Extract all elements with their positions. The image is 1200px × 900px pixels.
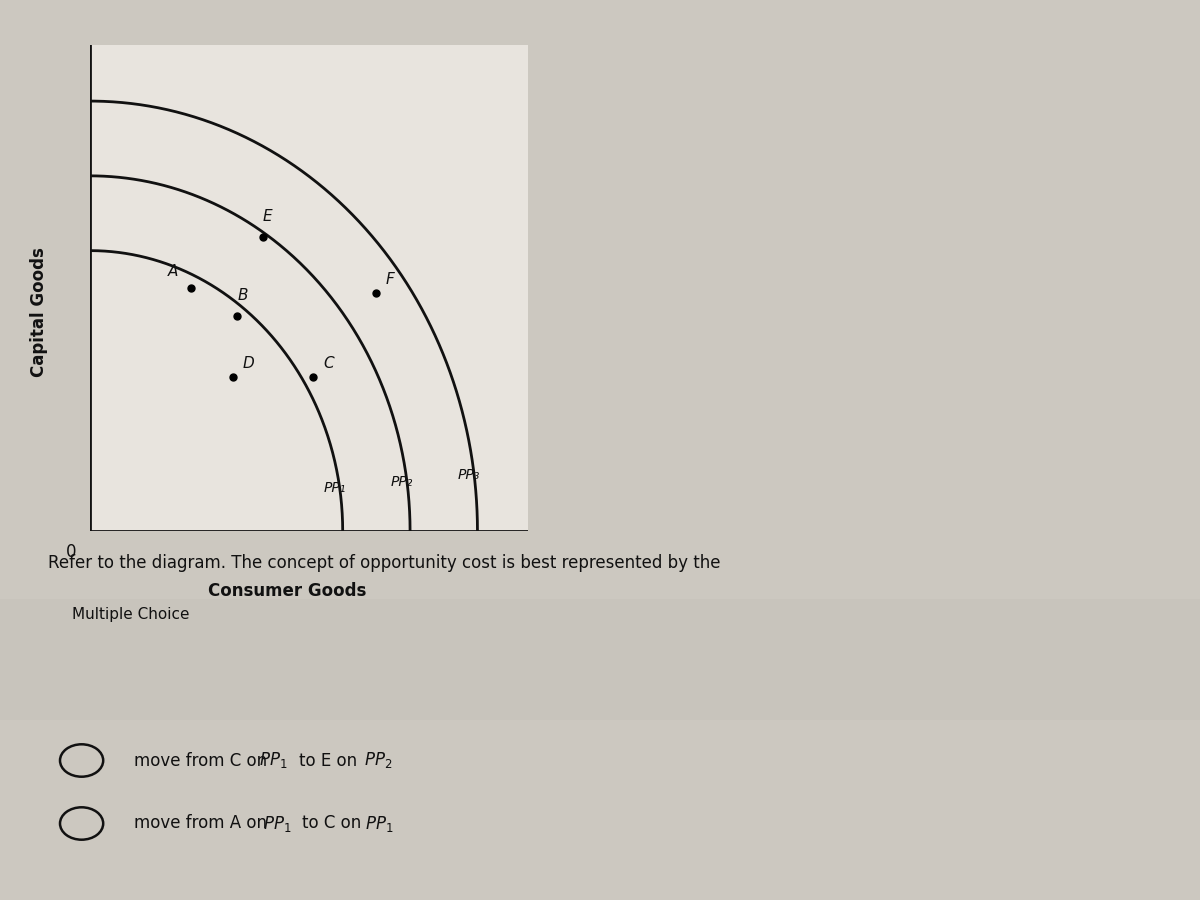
- Text: Consumer Goods: Consumer Goods: [208, 582, 366, 600]
- Text: E: E: [263, 209, 272, 223]
- Text: PP₂: PP₂: [391, 475, 413, 489]
- Text: to C on: to C on: [302, 814, 367, 832]
- Text: F: F: [385, 272, 395, 287]
- Text: Refer to the diagram. The concept of opportunity cost is best represented by the: Refer to the diagram. The concept of opp…: [48, 554, 720, 572]
- Text: 0: 0: [66, 543, 77, 561]
- Text: PP₁: PP₁: [324, 482, 346, 495]
- Text: A: A: [167, 264, 178, 279]
- Text: C: C: [323, 356, 334, 371]
- Text: $\mathit{PP}_1$: $\mathit{PP}_1$: [259, 751, 288, 770]
- Text: to E on: to E on: [299, 752, 362, 770]
- Text: D: D: [242, 356, 254, 371]
- Text: move from A on: move from A on: [134, 814, 272, 832]
- Text: PP₃: PP₃: [458, 468, 480, 482]
- Text: $\mathit{PP}_2$: $\mathit{PP}_2$: [364, 751, 392, 770]
- Text: $\mathit{PP}_1$: $\mathit{PP}_1$: [263, 814, 292, 833]
- Text: B: B: [238, 288, 247, 303]
- Text: move from C on: move from C on: [134, 752, 272, 770]
- Text: Capital Goods: Capital Goods: [30, 248, 48, 377]
- Text: Multiple Choice: Multiple Choice: [72, 608, 190, 623]
- Text: $\mathit{PP}_1$: $\mathit{PP}_1$: [365, 814, 394, 833]
